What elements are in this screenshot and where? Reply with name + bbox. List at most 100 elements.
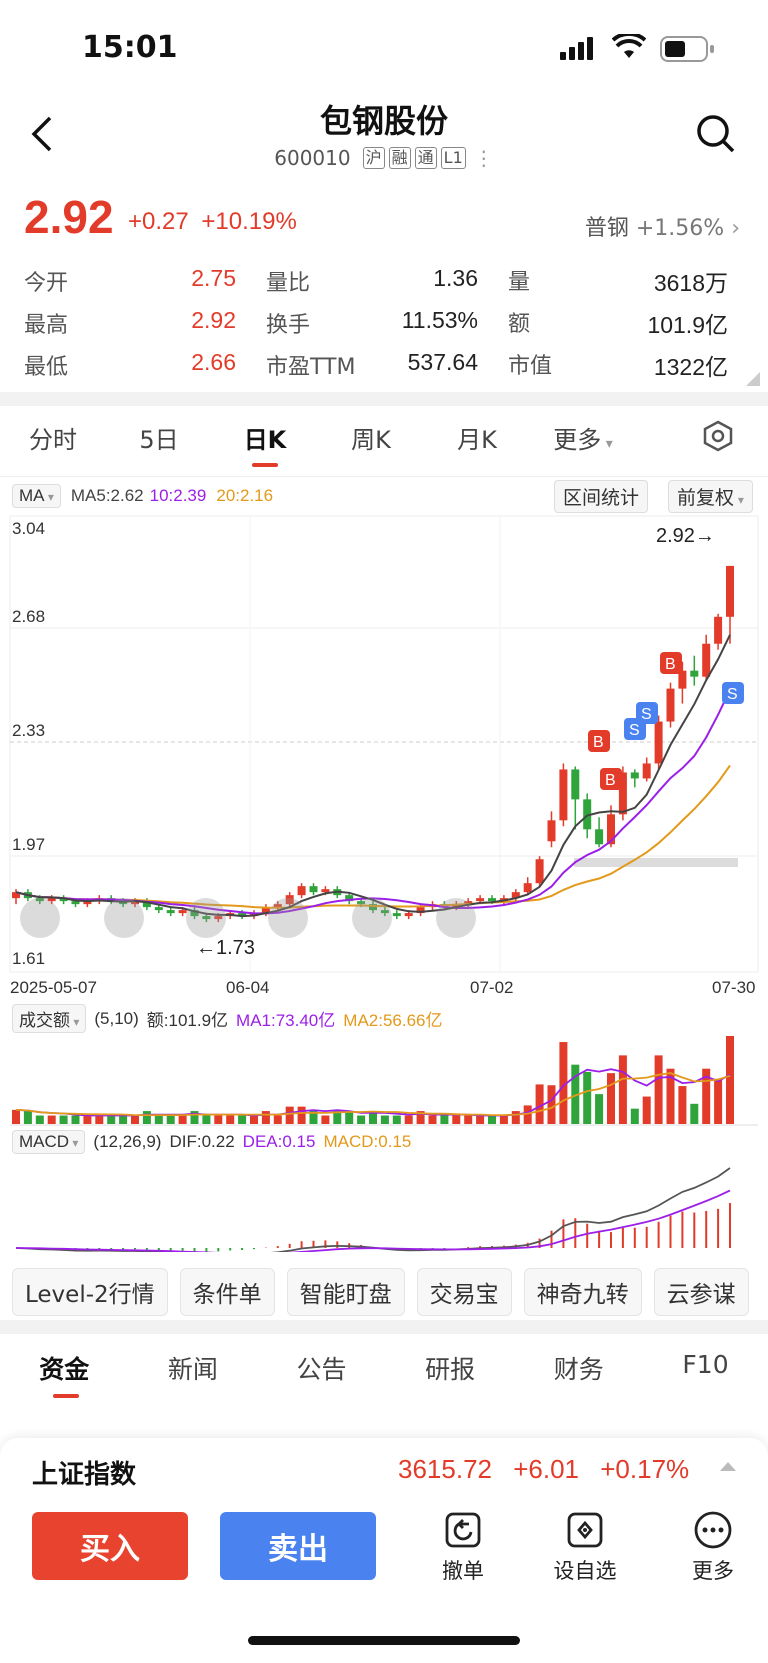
buy-marker[interactable]: B [600, 768, 622, 790]
tab-news[interactable]: 新闻 [167, 1355, 218, 1384]
tab-financials[interactable]: 财务 [553, 1355, 604, 1384]
ma-selector[interactable]: MA ▾ [12, 484, 61, 508]
stat-cell: 市盈TTM 537.64 [266, 349, 478, 381]
tag-connect[interactable]: 通 [414, 147, 437, 169]
volume-bar [142, 1111, 151, 1124]
index-name[interactable]: 上证指数 [32, 1460, 137, 1490]
add-watchlist-icon [567, 1512, 603, 1548]
low-label: ←1.73 [196, 937, 255, 959]
y-tick: 3.04 [12, 519, 45, 538]
tab-announcements[interactable]: 公告 [296, 1355, 347, 1384]
candle-body [511, 892, 520, 899]
tab-funds[interactable]: 资金 [39, 1350, 89, 1398]
candle-body [238, 913, 247, 917]
feature-cloud-advisor[interactable]: 云参谋 [653, 1268, 749, 1316]
feature-conditional-order[interactable]: 条件单 [179, 1268, 275, 1316]
chart-nav-controls[interactable] [20, 898, 476, 938]
stat-value: 11.53% [401, 307, 478, 333]
tab-research[interactable]: 研报 [425, 1355, 476, 1384]
status-time: 15:01 [82, 30, 178, 65]
sector-link[interactable]: 普钢 +1.56% › [585, 210, 740, 242]
feature-smart-watch[interactable]: 智能盯盘 [286, 1268, 405, 1316]
macd-selector-label: MACD [19, 1132, 70, 1151]
more-label: 更多 [692, 1559, 734, 1583]
candle-body [47, 898, 56, 902]
stat-value: 1322亿 [653, 354, 728, 380]
tag-margin[interactable]: 融 [388, 147, 411, 169]
kline-chart[interactable]: 3.04 2.68 2.33 1.97 1.61 2.92→ ←1.73 B B… [0, 512, 768, 992]
x-tick: 07-30 [712, 978, 756, 997]
cancel-order-button[interactable]: 撤单 [418, 1510, 508, 1585]
stat-value: 1.36 [433, 265, 478, 291]
tag-sh[interactable]: 沪 [362, 147, 385, 169]
volume-bar [250, 1115, 258, 1124]
feature-trade-treasure[interactable]: 交易宝 [416, 1268, 512, 1316]
tab-more[interactable]: 更多 ▾ [553, 426, 613, 454]
tab-5day[interactable]: 5日 [139, 426, 179, 454]
tab-intraday[interactable]: 分时 [29, 426, 77, 454]
svg-text:S: S [629, 722, 640, 739]
candle-body [131, 901, 139, 905]
stat-value: 101.9亿 [647, 312, 728, 338]
adjust-button[interactable]: 前复权 ▾ [668, 480, 753, 513]
tab-monthly-k[interactable]: 月K [457, 426, 497, 454]
candle-body [654, 721, 663, 764]
candle-body [642, 763, 651, 779]
sell-marker[interactable]: S [722, 682, 744, 704]
add-watchlist-button[interactable]: 设自选 [540, 1510, 630, 1585]
range-stats-button[interactable]: 区间统计 [554, 480, 649, 513]
tab-f10[interactable]: F10 [682, 1350, 729, 1379]
current-price: 2.92 [24, 191, 114, 243]
y-tick: 2.33 [12, 721, 45, 740]
candle-body [142, 901, 151, 908]
volume-bar [666, 1068, 675, 1124]
index-quote[interactable]: 3615.72 +6.01 +0.17% [398, 1454, 689, 1485]
macd-selector[interactable]: MACD ▾ [12, 1130, 86, 1154]
stat-row: 最高 2.92 换手 11.53% 额 101.9亿 [24, 302, 744, 344]
sell-button[interactable]: 卖出 [220, 1512, 376, 1580]
candle-body [476, 898, 485, 902]
volume-ma2: MA2:56.66亿 [343, 1011, 443, 1030]
macd-value: MACD:0.15 [323, 1132, 412, 1151]
expand-up-icon[interactable] [720, 1462, 736, 1471]
volume-bar [345, 1111, 354, 1124]
candle-body [523, 883, 532, 893]
feature-nine-turn[interactable]: 神奇九转 [523, 1268, 642, 1316]
back-icon[interactable] [28, 114, 56, 158]
more-dots-icon[interactable]: ⋮ [473, 146, 494, 170]
search-icon[interactable] [696, 114, 736, 158]
volume-bar [285, 1106, 294, 1124]
high-label: 2.92→ [656, 525, 715, 547]
volume-bar [35, 1115, 44, 1124]
tab-daily-k[interactable]: 日K [212, 420, 318, 467]
candle-body [273, 904, 282, 908]
battery-icon [660, 36, 716, 66]
stat-label: 最低 [24, 355, 69, 380]
candle-body [714, 616, 723, 644]
stock-code-row: 600010 沪 融 通 L1 ⋮ [0, 146, 768, 170]
svg-text:S: S [727, 686, 738, 703]
volume-chart[interactable] [0, 1028, 768, 1126]
home-indicator [248, 1636, 520, 1645]
buy-marker[interactable]: B [660, 652, 682, 674]
sell-marker[interactable]: S [636, 702, 658, 724]
buy-marker[interactable]: B [588, 730, 610, 752]
ma20-value: 20:2.16 [216, 486, 274, 505]
chart-settings-icon[interactable] [702, 420, 734, 456]
feature-level2[interactable]: Level-2行情 [12, 1268, 168, 1316]
candle-body [166, 910, 175, 914]
volume-bar [571, 1064, 580, 1124]
tab-weekly-k[interactable]: 周K [351, 426, 391, 454]
index-change: +6.01 [513, 1454, 580, 1484]
svg-text:B: B [593, 734, 604, 751]
candle-body [702, 643, 711, 677]
more-button[interactable]: 更多 [668, 1510, 758, 1585]
tag-l1[interactable]: L1 [440, 147, 466, 169]
volume-bar [547, 1085, 556, 1124]
buy-button[interactable]: 买入 [32, 1512, 188, 1580]
candle-body [83, 901, 92, 905]
volume-selector[interactable]: 成交额 ▾ [12, 1004, 87, 1033]
stat-label: 量 [508, 270, 531, 295]
macd-chart[interactable] [0, 1154, 768, 1252]
candle-body [214, 916, 223, 920]
